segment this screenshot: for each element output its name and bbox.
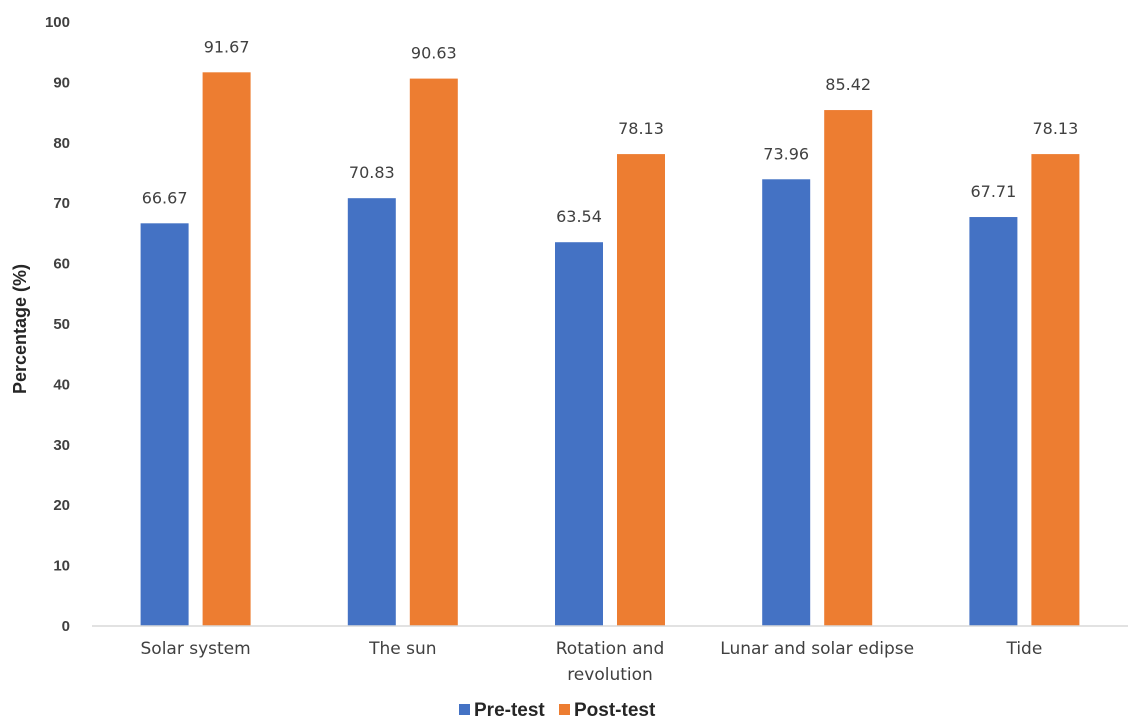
y-axis-label: Percentage (%) — [10, 264, 30, 394]
bar-post-test — [617, 154, 665, 627]
data-label: 66.67 — [142, 188, 188, 207]
bar-pre-test — [969, 217, 1018, 626]
y-tick-label: 20 — [53, 497, 70, 514]
y-tick-label: 100 — [45, 14, 70, 31]
y-tick-label: 90 — [53, 74, 70, 91]
y-axis: 0 10 20 30 40 50 60 70 80 90 100 — [45, 14, 70, 635]
x-category-label: Solar system — [141, 639, 251, 659]
bar-pre-test — [555, 242, 603, 627]
bar-post-test — [1031, 154, 1080, 627]
data-label: 91.67 — [204, 37, 250, 56]
bars: 66.67 91.67 70.83 90.63 63.54 78.13 73.96 85.42… — [140, 37, 1080, 627]
legend-label: Post-test — [574, 700, 656, 721]
bar-pre-test — [140, 223, 189, 626]
bar-post-test — [202, 72, 251, 626]
y-tick-label: 0 — [62, 618, 70, 635]
bar-post-test — [409, 78, 458, 627]
data-label: 78.13 — [1032, 119, 1078, 138]
y-tick-label: 30 — [53, 437, 70, 454]
legend-swatch — [459, 704, 470, 715]
bar-post-test — [824, 110, 873, 626]
x-category-label: Tide — [1005, 639, 1042, 659]
y-tick-label: 80 — [53, 135, 70, 152]
y-tick-label: 50 — [53, 316, 70, 333]
legend-swatch — [559, 704, 570, 715]
x-category-label: Lunar and solar edipse — [720, 639, 914, 659]
legend-label: Pre-test — [474, 700, 545, 721]
data-label: 85.42 — [825, 75, 871, 94]
bar-pre-test — [347, 198, 396, 626]
data-label: 70.83 — [349, 163, 395, 182]
x-category-label: Rotation and revolution — [556, 639, 664, 685]
bar-pre-test — [762, 179, 811, 626]
data-label: 78.13 — [618, 119, 664, 138]
y-tick-label: 10 — [53, 558, 70, 575]
y-tick-label: 70 — [53, 195, 70, 212]
data-label: 73.96 — [763, 144, 809, 163]
data-label: 90.63 — [411, 44, 457, 63]
x-category-label: The sun — [368, 639, 436, 659]
legend: Pre-test Post-test — [459, 700, 656, 721]
x-axis: Solar system The sun Rotation and revolutio… — [141, 639, 1043, 685]
data-label: 67.71 — [970, 182, 1016, 201]
y-tick-label: 40 — [53, 376, 70, 393]
y-tick-label: 60 — [53, 256, 70, 273]
data-label: 63.54 — [556, 207, 602, 226]
